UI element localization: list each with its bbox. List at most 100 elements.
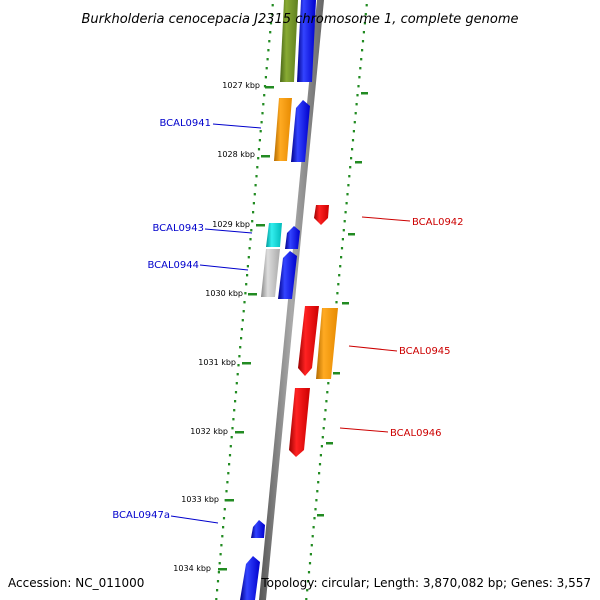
cds-feature-bcal0944[interactable]	[278, 251, 297, 299]
leader-bcal0946	[339, 427, 389, 433]
leader-bcal0947a	[170, 515, 219, 524]
gene-label-bcal0946[interactable]: BCAL0946	[390, 428, 442, 439]
map-title: Burkholderia cenocepacia J2315 chromosom…	[81, 12, 518, 27]
ring-dot	[217, 571, 220, 574]
ring-dot	[271, 4, 274, 7]
ring-dot	[241, 319, 244, 322]
ring-dot	[361, 49, 364, 52]
ring-dot	[259, 130, 262, 133]
chromosome-backbone	[259, 0, 324, 600]
inner-dotted-ring	[215, 4, 274, 600]
accession-label: Accession: NC_011000	[8, 576, 144, 590]
ring-dot	[225, 490, 228, 493]
ring-dot	[347, 184, 350, 187]
cds-feature-forward[interactable]	[240, 556, 260, 600]
outer-tick	[348, 233, 355, 236]
ring-dot	[360, 58, 363, 61]
tick-1029	[256, 224, 265, 227]
ring-dot	[358, 76, 361, 79]
ring-dot	[268, 40, 271, 43]
ring-dot	[343, 220, 346, 223]
ring-dot	[327, 382, 330, 385]
ring-dot	[215, 598, 218, 600]
ring-dot	[350, 157, 353, 160]
gene-label-bcal0943[interactable]: BCAL0943	[152, 223, 204, 234]
ring-dot	[348, 175, 351, 178]
ring-dot	[309, 553, 312, 556]
ring-dot	[242, 310, 245, 313]
cds-feature-bcal0943-cyan[interactable]	[266, 223, 282, 247]
ring-dot	[262, 103, 265, 106]
ring-dot	[264, 76, 267, 79]
scale-label: 1034 kbp	[173, 564, 211, 573]
ring-dot	[222, 526, 225, 529]
tick-1031	[242, 362, 251, 365]
tick-1033	[225, 499, 234, 502]
ring-dot	[352, 130, 355, 133]
cds-feature-forward[interactable]	[297, 0, 316, 82]
gene-label-bcal0941[interactable]: BCAL0941	[159, 118, 211, 129]
ring-dot	[314, 508, 317, 511]
leader-bcal0944	[199, 264, 249, 271]
ring-dot	[237, 364, 240, 367]
cds-feature-bcal0941-orange[interactable]	[274, 98, 292, 161]
ring-dot	[361, 40, 365, 43]
gene-label-bcal0944[interactable]: BCAL0944	[147, 260, 199, 271]
ring-dot	[226, 481, 229, 484]
ring-dot	[236, 373, 239, 376]
ring-dot	[356, 94, 359, 97]
ring-dot	[254, 184, 257, 187]
ring-dot	[351, 139, 355, 142]
ring-dot	[231, 427, 234, 430]
cds-feature-bcal0941[interactable]	[291, 100, 310, 162]
cds-feature-bcal0943[interactable]	[285, 226, 300, 249]
cds-feature-bcal0946[interactable]	[289, 388, 310, 457]
ring-dot	[320, 445, 323, 448]
ring-dot	[256, 166, 259, 169]
ring-dot	[249, 238, 252, 241]
gene-label-bcal0945[interactable]: BCAL0945	[399, 346, 451, 357]
ring-dot	[220, 544, 223, 547]
ring-dot	[336, 292, 339, 295]
cds-feature-bcal0945-orange[interactable]	[316, 308, 338, 379]
outer-tick	[333, 372, 340, 375]
scale-ticks	[218, 86, 368, 571]
ring-dot	[365, 4, 368, 7]
ring-dot	[353, 121, 356, 124]
gene-label-bcal0942[interactable]: BCAL0942	[412, 217, 464, 228]
ring-dot	[261, 112, 264, 115]
ring-dot	[313, 517, 316, 520]
cds-feature-bcal0945[interactable]	[298, 306, 319, 376]
ring-dot	[326, 391, 329, 394]
ring-dot	[323, 418, 326, 421]
leader-bcal0942	[361, 216, 411, 222]
ring-dot	[363, 22, 366, 25]
topology-label: Topology: circular; Length: 3,870,082 bp…	[260, 576, 591, 590]
ring-dot	[239, 346, 242, 349]
ring-dot	[244, 292, 247, 295]
ring-dot	[308, 562, 312, 565]
ring-dot	[318, 472, 321, 475]
ring-dot	[349, 166, 352, 169]
ring-dot	[216, 589, 219, 592]
ring-dot	[362, 31, 365, 34]
ring-dot	[270, 13, 273, 16]
ring-dot	[341, 238, 344, 241]
ring-dot	[325, 400, 328, 403]
ring-dot	[344, 211, 347, 214]
ring-dot	[257, 157, 260, 160]
ring-dot	[359, 67, 362, 70]
ring-dot	[307, 580, 310, 583]
cds-feature-olive[interactable]	[280, 0, 298, 82]
cds-feature-bcal0947a[interactable]	[251, 520, 265, 538]
ring-dot	[234, 400, 237, 403]
ring-dot	[311, 535, 314, 538]
ring-dot	[243, 301, 246, 304]
cds-feature-bcal0942[interactable]	[314, 205, 329, 225]
ring-dot	[317, 481, 320, 484]
ring-dot	[234, 391, 238, 394]
ring-dot	[340, 256, 343, 259]
cds-feature-bcal0944-grey[interactable]	[261, 249, 280, 297]
gene-label-bcal0947a[interactable]: BCAL0947a	[112, 510, 170, 521]
ring-dot	[223, 508, 226, 511]
